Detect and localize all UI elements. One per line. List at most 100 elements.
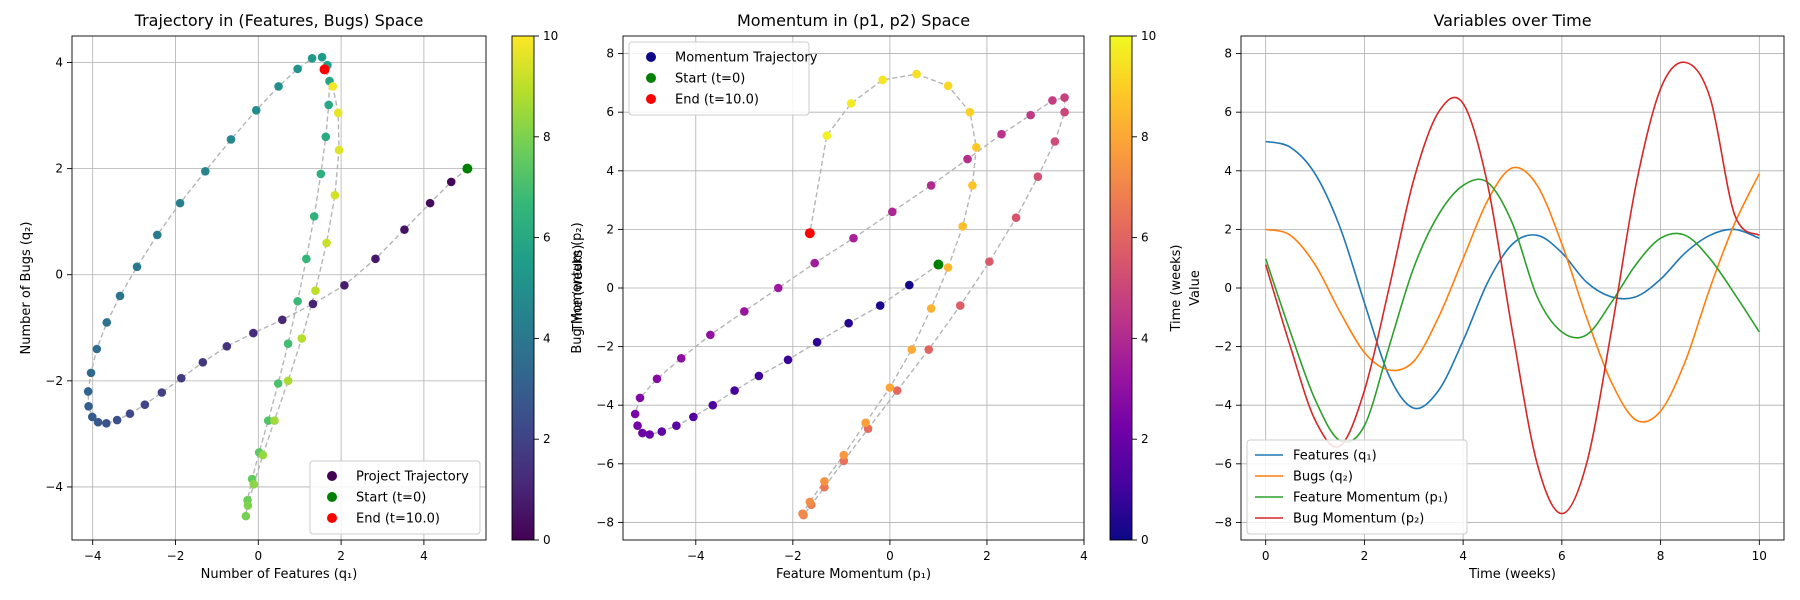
trajectory-point [278,315,287,325]
trajectory-point [1011,213,1021,222]
trajectory-point [820,477,829,486]
y-tick-label: 8 [606,47,614,61]
trajectory-point [263,416,273,425]
start-point [933,259,944,270]
y-tick-label: 0 [55,268,63,282]
trajectory-point [293,296,302,306]
trajectory-point [645,430,654,439]
legend-label: End (t=10.0) [356,512,440,527]
trajectory-point [340,281,349,290]
y-tick-label: 0 [606,281,614,295]
colorbar-gradient [1109,35,1133,541]
y-tick-label: 6 [606,105,614,119]
trajectory-point [132,262,142,272]
series-line [1264,61,1760,515]
trajectory-point [328,82,338,91]
trajectory-point [958,222,967,231]
trajectory-point [322,238,331,248]
colorbar-tick-label: 8 [543,130,551,144]
trajectory-point [92,344,102,354]
trajectory-point [1026,110,1035,120]
trajectory-point [333,108,343,118]
x-tick-label: −4 [687,549,705,563]
legend: Project Trajectory Start (t=0) End (t=10.0… [309,460,481,535]
trajectory-point [297,334,307,343]
trajectory-point [708,400,718,410]
legend-label: Start (t=0) [675,72,745,87]
x-tick-label: 4 [1459,549,1467,563]
trajectory-point [822,131,832,140]
legend-frame [309,460,481,535]
trajectory-point [965,107,975,117]
legend-frame [1246,439,1468,535]
trajectory-point [115,291,125,301]
y-tick-label: −2 [1214,340,1232,354]
trajectory-point [657,427,667,436]
trajectory-point [283,339,293,349]
trajectory-point [924,345,934,354]
trajectory-point [226,135,236,144]
trajectory-point [943,263,953,272]
trajectory-point [334,145,344,155]
trajectory-point [330,190,340,200]
y-tick-label: −2 [45,374,63,388]
series-line [1265,166,1761,423]
trajectory-point [102,418,111,428]
colorbar-tick-label: 2 [1141,432,1149,446]
trajectory-point [308,299,318,309]
y-tick-label: 2 [606,222,614,236]
y-tick-label: −6 [596,457,614,471]
x-tick-label: −4 [84,549,102,563]
y-tick-label: 8 [1224,47,1232,61]
y-tick-label: −8 [1214,515,1232,529]
legend: Momentum Trajectory Start (t=0) End (t=10.… [628,41,818,116]
y-tick-label: 4 [55,56,63,70]
x-tick-label: −2 [784,549,802,563]
trajectory-point [773,283,783,293]
trajectory-point [316,169,326,179]
y-tick-label: −2 [596,340,614,354]
trajectory-point [1060,107,1069,117]
colorbar-label: Time (weeks) [1169,244,1184,332]
legend-label: Bugs (q₂) [1293,470,1353,485]
trajectory-point [810,258,819,268]
trajectory-point [878,75,887,85]
colorbar-1: 0 2 4 6 8 10 Time (weeks) [511,29,586,547]
trajectory-point [652,374,662,384]
end-point [319,64,330,75]
legend-label: Momentum Trajectory [675,51,818,66]
x-tick-label: 6 [1558,549,1566,563]
trajectory-point [955,301,965,310]
colorbar-tick-label: 6 [543,231,551,245]
trajectory-point [963,154,972,164]
chart-title: Variables over Time [1433,11,1591,30]
x-tick-label: 4 [420,549,428,563]
trajectory-point [425,198,435,208]
trajectory-point [201,166,210,176]
trajectory-point [635,393,645,403]
trajectory-point [83,387,93,396]
trajectory-point [849,233,858,243]
chart-title: Momentum in (p1, p2) Space [737,11,970,30]
legend-label: Start (t=0) [356,491,426,506]
trajectory-point [706,330,715,340]
trajectory-point [258,450,268,460]
x-tick-label: 8 [1657,549,1665,563]
trajectory-point [1033,172,1043,181]
trajectory-point [783,355,793,365]
legend-marker [327,471,337,481]
trajectory-point [249,328,258,338]
trajectory-point [630,409,640,419]
legend-marker [646,52,656,62]
trajectory-point [971,143,981,152]
trajectory-point [844,318,853,328]
y-tick-label: 0 [1224,281,1232,295]
trajectory-point [317,52,327,62]
colorbar-tick-label: 0 [1141,533,1149,547]
trajectory-point [86,368,96,378]
trajectory-point [446,177,456,187]
x-tick-label: 0 [254,549,262,563]
colorbar-tick-label: 10 [1141,29,1156,43]
y-axis-label: Value [1188,270,1203,306]
start-point [462,163,473,174]
